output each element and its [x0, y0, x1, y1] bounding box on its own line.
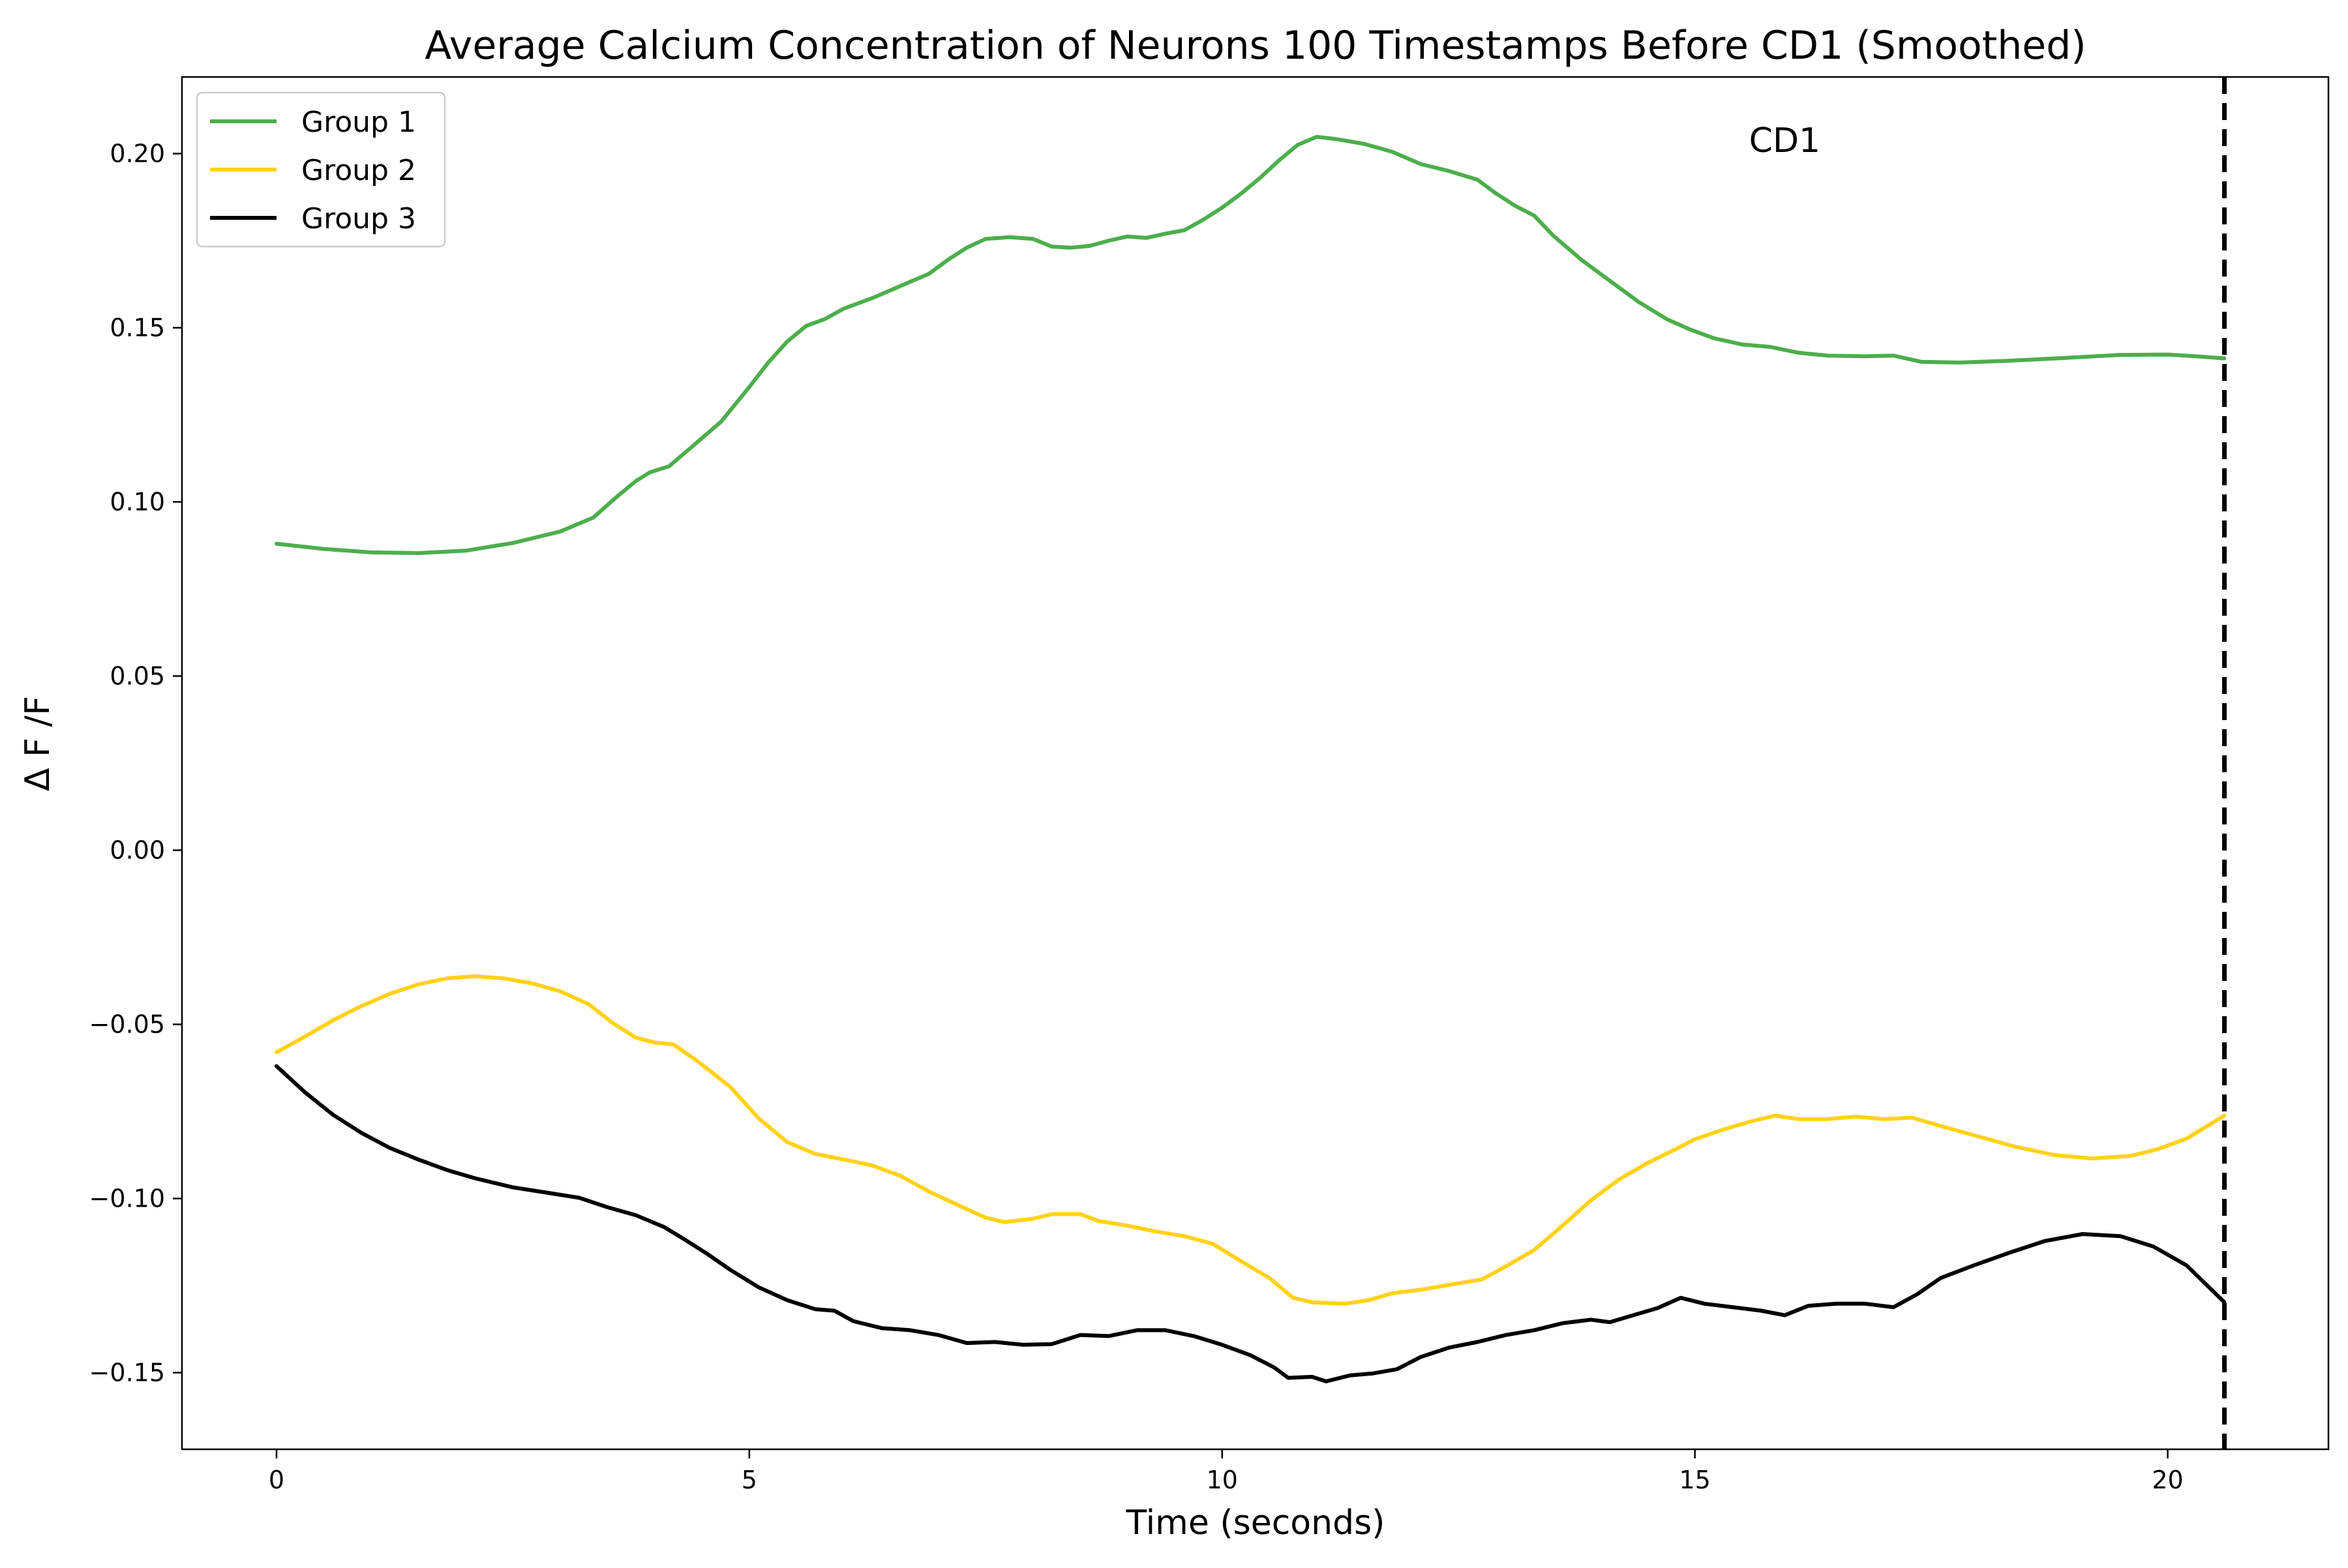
x-axis-ticks: 0 5 10 15 20: [269, 1449, 2184, 1494]
legend-label-group-1: Group 1: [301, 106, 416, 139]
legend-label-group-2: Group 2: [301, 154, 416, 187]
x-tick-label: 5: [742, 1466, 757, 1494]
legend-label-group-3: Group 3: [301, 202, 416, 235]
y-axis-title: Δ F /F: [18, 696, 57, 791]
y-tick-label: 0.00: [110, 836, 165, 865]
x-axis-title: Time (seconds): [1126, 1503, 1385, 1543]
plot-area-frame: [181, 76, 2330, 1451]
x-tick-label: 15: [1679, 1466, 1710, 1494]
y-tick-label: 0.05: [110, 661, 165, 690]
cd1-event-label: CD1: [1749, 121, 1820, 160]
y-tick-label: 0.20: [110, 139, 165, 168]
legend-box: [196, 91, 446, 248]
series-lines: [275, 134, 2227, 1383]
series-line-group-1: [275, 134, 2227, 555]
y-tick-label: −0.15: [89, 1359, 165, 1387]
series-line-group-2: [275, 974, 2227, 1306]
x-tick-label: 10: [1207, 1466, 1238, 1494]
legend: Group 1 Group 2 Group 3: [196, 91, 446, 248]
y-tick-label: −0.05: [89, 1010, 165, 1039]
x-tick-label: 20: [2152, 1466, 2183, 1494]
y-tick-label: −0.10: [89, 1184, 165, 1213]
y-axis-ticks: −0.15 −0.10 −0.05 0.00 0.05 0.10 0.15 0.20: [89, 139, 182, 1387]
series-line-group-3: [275, 1064, 2227, 1383]
y-tick-label: 0.15: [110, 313, 165, 342]
x-tick-label: 0: [269, 1466, 284, 1494]
chart-title: Average Calcium Concentration of Neurons…: [425, 23, 2086, 68]
event-marker: CD1: [1749, 77, 2227, 1449]
y-tick-label: 0.10: [110, 487, 165, 516]
